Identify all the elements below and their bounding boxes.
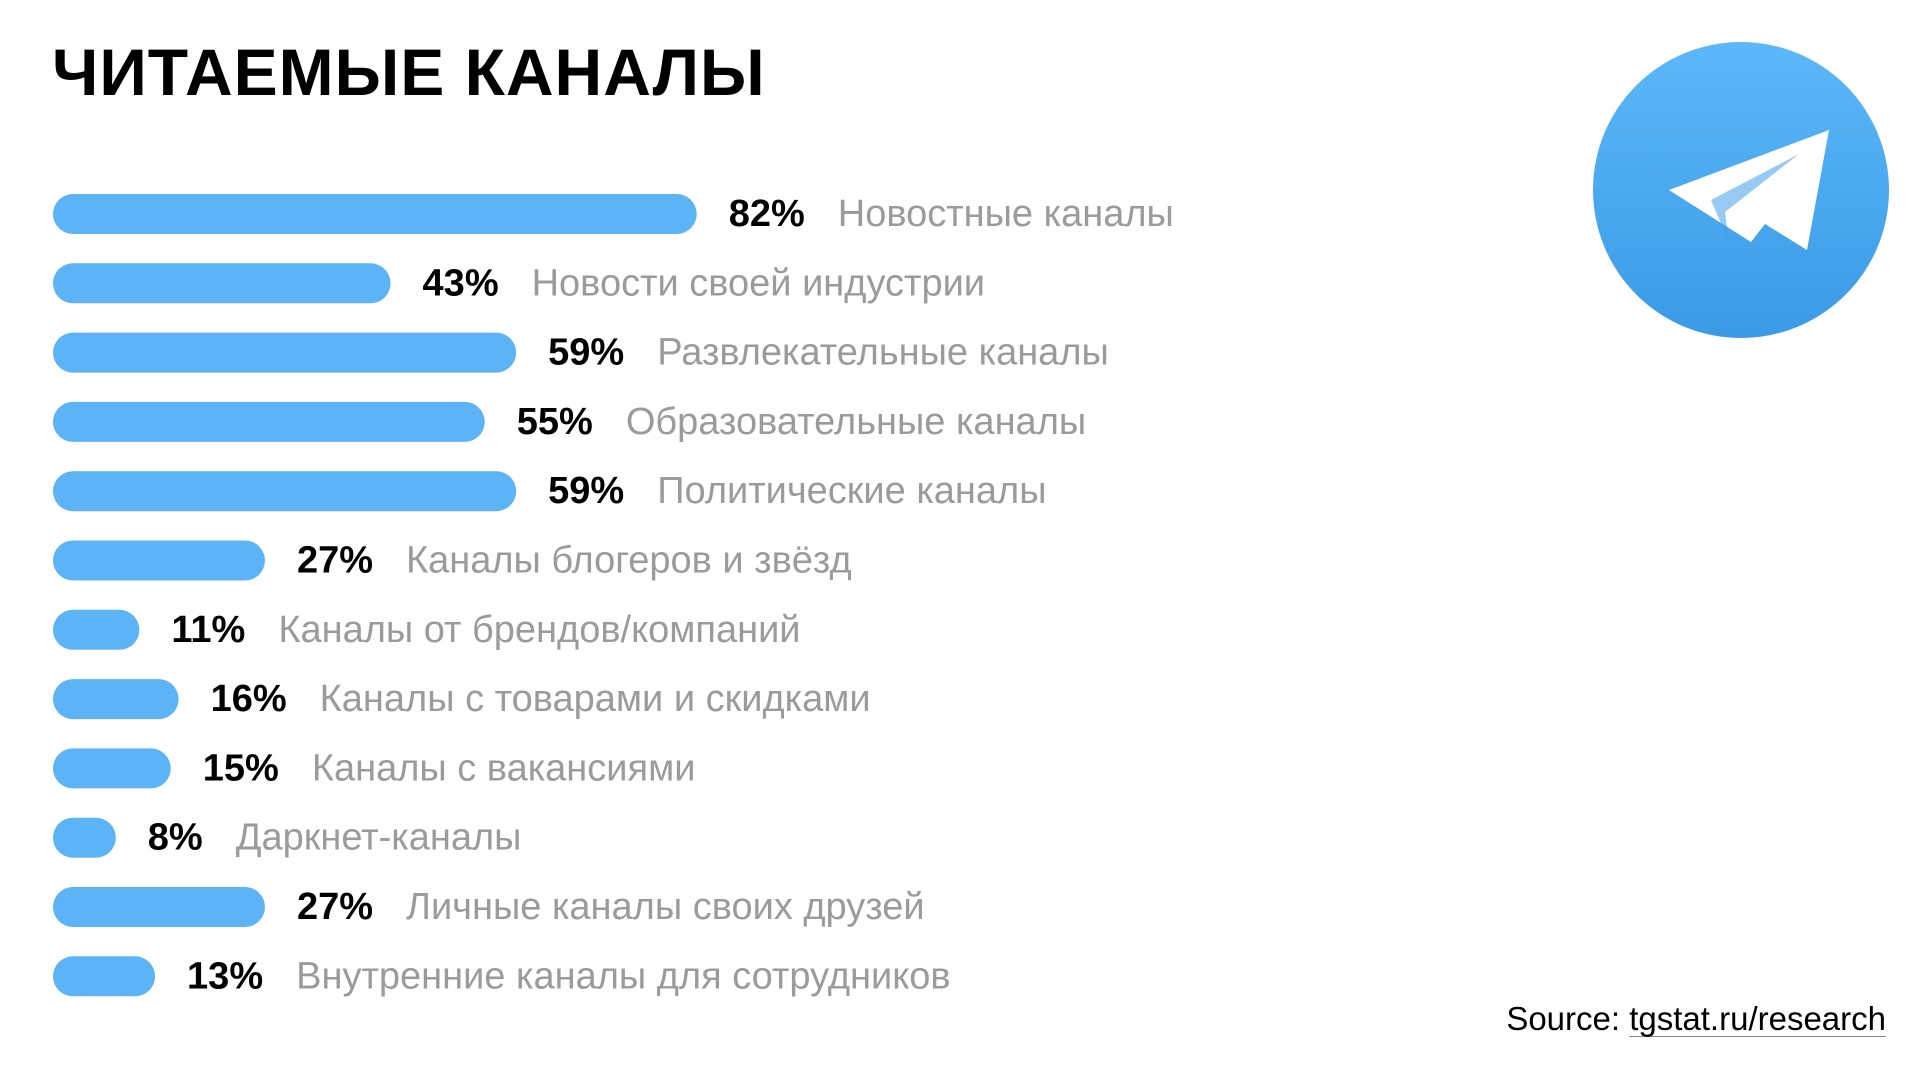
bar-6	[53, 540, 265, 581]
category-label-8: Каналы с товарами и скидками	[320, 678, 871, 720]
bar-12	[53, 956, 156, 997]
value-label-12: 13%	[187, 955, 263, 997]
value-label-1: 82%	[729, 193, 805, 235]
category-label-1: Новостные каналы	[838, 193, 1174, 235]
bar-9	[53, 748, 171, 789]
source-link[interactable]: tgstat.ru/research	[1629, 1000, 1886, 1037]
value-label-9: 15%	[203, 747, 279, 789]
value-label-2: 43%	[423, 262, 499, 304]
value-label-8: 16%	[211, 678, 287, 720]
bar-1	[53, 194, 697, 234]
bar-2	[53, 263, 391, 304]
bar-5	[53, 471, 517, 512]
chart-title: ЧИТАЕМЫЕ КАНАЛЫ	[52, 35, 766, 109]
bar-4	[53, 401, 485, 442]
source-label: Source:	[1506, 1000, 1621, 1037]
category-label-11: Личные каналы своих друзей	[406, 886, 925, 928]
source-note: Source: tgstat.ru/research	[1506, 1000, 1886, 1038]
bar-8	[53, 679, 179, 720]
value-label-10: 8%	[148, 817, 203, 859]
category-label-12: Внутренние каналы для сотрудников	[296, 955, 950, 997]
category-label-6: Каналы блогеров и звёзд	[406, 540, 852, 582]
value-label-6: 27%	[297, 540, 373, 582]
category-label-3: Развлекательные каналы	[657, 332, 1109, 374]
value-label-4: 55%	[517, 401, 593, 443]
value-label-5: 59%	[548, 470, 624, 512]
bar-3	[53, 332, 517, 373]
bar-11	[53, 887, 265, 927]
category-label-4: Образовательные каналы	[626, 401, 1086, 443]
value-label-3: 59%	[548, 332, 624, 374]
value-label-11: 27%	[297, 886, 373, 928]
bar-10	[53, 817, 116, 858]
category-label-10: Даркнет-каналы	[236, 817, 522, 859]
bar-7	[53, 609, 140, 650]
category-label-5: Политические каналы	[657, 470, 1046, 512]
value-label-7: 11%	[171, 609, 245, 651]
category-label-2: Новости своей индустрии	[532, 262, 985, 304]
telegram-logo-icon	[1593, 42, 1889, 338]
category-label-9: Каналы с вакансиями	[312, 747, 696, 789]
category-label-7: Каналы от брендов/компаний	[278, 609, 800, 651]
